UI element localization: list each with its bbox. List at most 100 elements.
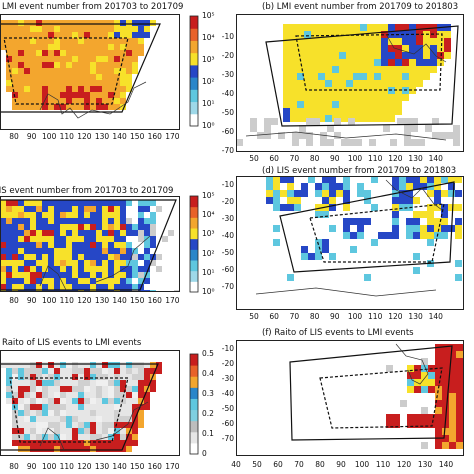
panel-e-cell	[126, 434, 132, 440]
panel-c-cell	[42, 272, 48, 278]
panel-e-cell	[24, 416, 30, 422]
panel-c-cell	[12, 206, 18, 212]
panel-b-cell	[367, 108, 374, 115]
panel-a-cell	[84, 50, 90, 56]
panel-e-cell	[24, 398, 30, 404]
panel-f-x-tick: 40	[231, 460, 241, 469]
panel-d-cell	[308, 253, 315, 260]
panel-a-cell	[120, 62, 126, 68]
panel-e-cell	[6, 392, 12, 398]
panel-b-cell	[360, 108, 367, 115]
panel-a-cell	[54, 44, 60, 50]
panel-e-cell	[114, 398, 120, 404]
panel-d-cell	[434, 225, 441, 232]
panel-e-cell	[102, 380, 108, 386]
panel-b-cell	[318, 94, 325, 101]
panel-a-cell	[138, 32, 144, 38]
panel-c-colorbar-swatch	[190, 270, 198, 282]
panel-e-cell	[102, 362, 108, 368]
panel-c-cell	[6, 236, 12, 242]
panel-c-cell	[144, 278, 150, 284]
panel-a-cell	[96, 86, 102, 92]
panel-f-cell	[449, 428, 456, 435]
panel-a-cell	[90, 20, 96, 26]
panel-e-cell	[6, 374, 12, 380]
panel-a-cell	[48, 92, 54, 98]
panel-e-cell	[138, 422, 144, 428]
panel-f-cell	[449, 407, 456, 414]
panel-c-cell	[72, 272, 78, 278]
panel-c-cell	[12, 242, 18, 248]
panel-b-south-cell	[271, 118, 278, 125]
panel-c-cell	[18, 242, 24, 248]
panel-e-cell	[42, 368, 48, 374]
panel-d-cell	[455, 225, 462, 232]
panel-a-cell	[0, 44, 6, 50]
panel-c-cells	[0, 200, 180, 292]
panel-e-cell	[84, 434, 90, 440]
panel-e-cell	[132, 428, 138, 434]
panel-c-cell	[78, 284, 84, 290]
panel-b-cell	[381, 31, 388, 38]
panel-e-cell	[90, 404, 96, 410]
panel-e-cell	[84, 368, 90, 374]
panel-a-cell	[132, 68, 138, 74]
panel-e-fov-outline	[9, 377, 129, 443]
panel-d-cell	[329, 190, 336, 197]
panel-b-cell	[332, 108, 339, 115]
panel-d-cell	[427, 190, 434, 197]
panel-a-cell	[60, 38, 66, 44]
panel-a-cell	[42, 104, 48, 110]
panel-f-cell	[407, 379, 414, 386]
panel-a-cell	[30, 86, 36, 92]
panel-b-cell	[374, 87, 381, 94]
panel-a-cell	[0, 38, 6, 44]
panel-c-cell	[150, 224, 156, 230]
panel-e-cell	[66, 380, 72, 386]
panel-b-x-tick: 50	[249, 154, 259, 163]
panel-a-cell	[132, 62, 138, 68]
panel-c-cell	[138, 218, 144, 224]
panel-a-cell	[36, 20, 42, 26]
panel-a-cell	[60, 56, 66, 62]
panel-e-cell	[66, 362, 72, 368]
panel-b-cell	[339, 87, 346, 94]
panel-b-cell	[346, 73, 353, 80]
panel-a-cell	[66, 98, 72, 104]
panel-e-cell	[108, 416, 114, 422]
panel-c-cell	[12, 248, 18, 254]
panel-e-cell	[12, 392, 18, 398]
panel-c-cell	[90, 254, 96, 260]
panel-b-cell	[325, 108, 332, 115]
panel-b-cell	[283, 87, 290, 94]
panel-c-cell	[18, 278, 24, 284]
panel-c-cell	[60, 206, 66, 212]
panel-b-x-tick: 70	[289, 154, 300, 163]
panel-b-cell	[318, 101, 325, 108]
panel-a-cell	[24, 62, 30, 68]
panel-a-cell	[48, 80, 54, 86]
panel-b-cell	[381, 66, 388, 73]
panel-a-cell	[96, 68, 102, 74]
panel-b-cell	[297, 108, 304, 115]
panel-c-cell	[6, 230, 12, 236]
panel-b-cell	[283, 80, 290, 87]
panel-a-cell	[66, 104, 72, 110]
panel-e-cell	[138, 380, 144, 386]
panel-d-x-tick: 140	[428, 312, 443, 321]
panel-b-cell	[388, 94, 395, 101]
panel-c-cell	[6, 224, 12, 230]
panel-a-cell	[96, 74, 102, 80]
panel-f-x-tick: 130	[417, 460, 433, 469]
panel-f-cell	[442, 358, 449, 365]
panel-e-cell	[36, 404, 42, 410]
panel-f-cell	[456, 372, 463, 379]
panel-b-cell	[416, 38, 423, 45]
panel-e-cell	[72, 434, 78, 440]
panel-c-cell	[96, 254, 102, 260]
panel-b-cell	[381, 52, 388, 59]
panel-b-cell	[374, 101, 381, 108]
panel-a-cell	[36, 50, 42, 56]
panel-b-cell	[353, 66, 360, 73]
panel-b-cell	[423, 66, 430, 73]
